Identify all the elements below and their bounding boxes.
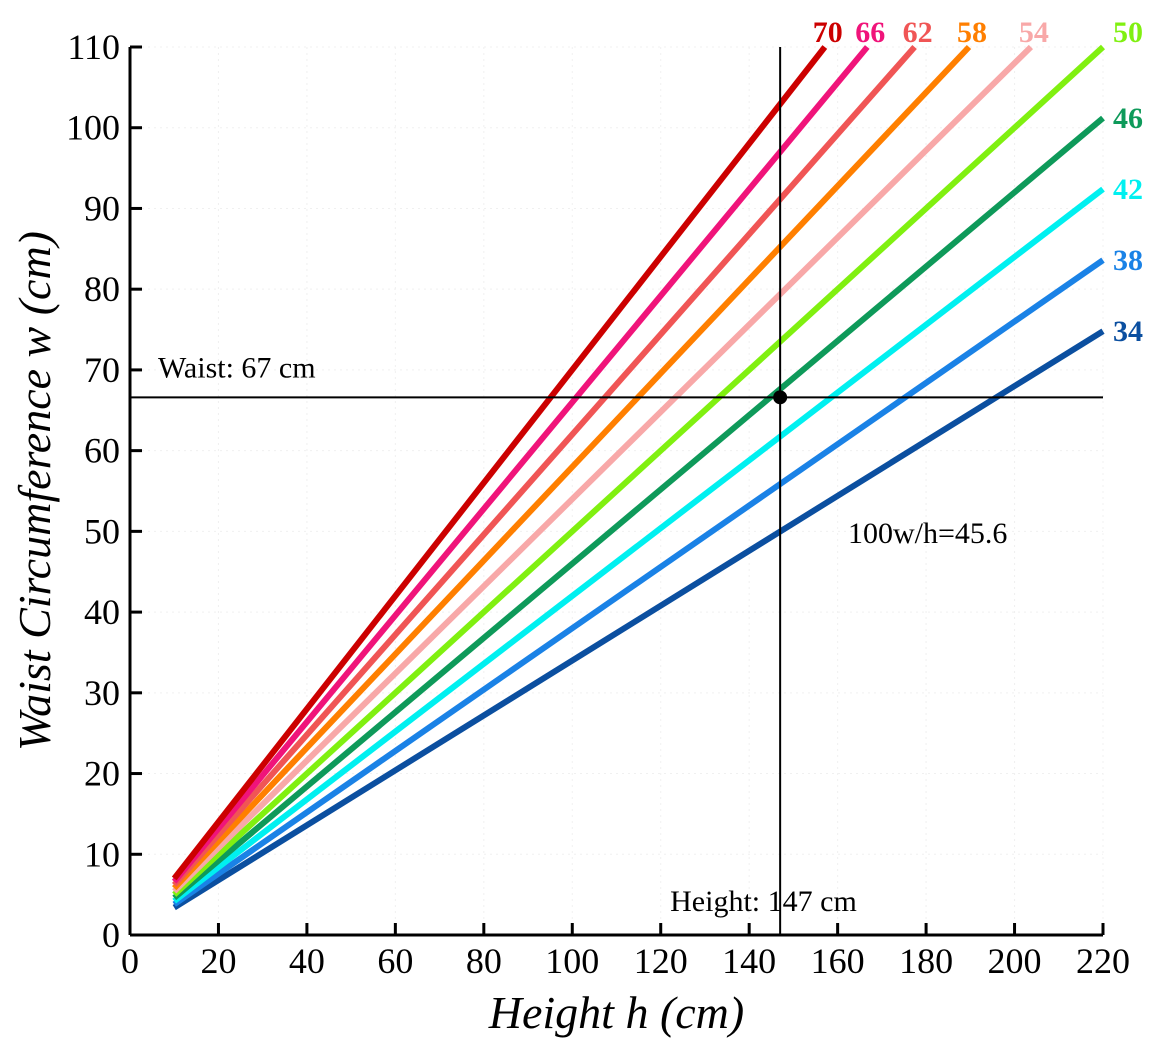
series-label-42: 42 bbox=[1113, 173, 1143, 206]
series-line-34 bbox=[172, 328, 1105, 911]
x-tick-label: 40 bbox=[289, 941, 325, 981]
y-tick-label: 100 bbox=[66, 108, 120, 148]
ratio-annotation: 100w/h=45.6 bbox=[848, 517, 1007, 550]
series-line-58 bbox=[172, 44, 972, 891]
series-line-38 bbox=[172, 257, 1105, 907]
y-tick-label: 30 bbox=[84, 673, 120, 713]
reference-point bbox=[773, 390, 788, 405]
series-label-46: 46 bbox=[1113, 102, 1143, 135]
x-tick-label: 80 bbox=[466, 941, 502, 981]
y-tick-label: 90 bbox=[84, 188, 120, 228]
series-label-34: 34 bbox=[1113, 315, 1143, 348]
x-tick-label: 60 bbox=[377, 941, 413, 981]
series-line-46 bbox=[172, 115, 1105, 901]
reference-lines bbox=[130, 47, 1103, 935]
y-tick-label: 20 bbox=[84, 754, 120, 794]
series-layer bbox=[171, 44, 1106, 911]
y-tick-label: 70 bbox=[84, 350, 120, 390]
series-label-50: 50 bbox=[1113, 16, 1143, 49]
axes bbox=[128, 47, 1103, 937]
x-axis-title: Height h (cm) bbox=[488, 987, 744, 1038]
y-tick-label: 0 bbox=[102, 915, 120, 955]
series-label-66: 66 bbox=[855, 16, 885, 49]
series-line-50 bbox=[172, 44, 1106, 897]
x-tick-label: 180 bbox=[899, 941, 953, 981]
x-tick-label: 140 bbox=[722, 941, 776, 981]
x-tick-label: 200 bbox=[988, 941, 1042, 981]
y-tick-label: 40 bbox=[84, 592, 120, 632]
x-tick-label: 160 bbox=[811, 941, 865, 981]
y-tick-label: 60 bbox=[84, 431, 120, 471]
x-tick-label: 0 bbox=[121, 941, 139, 981]
height-annotation: Height: 147 cm bbox=[670, 885, 857, 918]
series-labels: 34 38 42 46 50 54 58 62 66 70 bbox=[813, 16, 1143, 348]
series-label-38: 38 bbox=[1113, 244, 1143, 277]
series-label-62: 62 bbox=[903, 16, 933, 49]
series-line-66 bbox=[171, 45, 870, 884]
series-label-54: 54 bbox=[1019, 16, 1049, 49]
x-tick-label: 120 bbox=[634, 941, 688, 981]
series-line-42 bbox=[172, 186, 1105, 904]
y-tick-label: 10 bbox=[84, 834, 120, 874]
waist-annotation: Waist: 67 cm bbox=[158, 351, 316, 384]
series-label-70: 70 bbox=[813, 16, 843, 49]
y-tick-label: 80 bbox=[84, 269, 120, 309]
x-tick-label: 100 bbox=[545, 941, 599, 981]
series-line-62 bbox=[171, 45, 917, 887]
y-axis-title: Waist Circumference w (cm) bbox=[9, 231, 60, 751]
y-tick-label: 50 bbox=[84, 511, 120, 551]
grid-layer bbox=[130, 46, 1104, 935]
y-tick-label: 110 bbox=[67, 27, 120, 67]
series-label-58: 58 bbox=[957, 16, 987, 49]
ticks: 0 20 40 60 80 100 120 140 160 180 200 220 0 10 20 30 40 5… bbox=[66, 27, 1130, 981]
series-line-54 bbox=[172, 44, 1034, 894]
x-tick-label: 20 bbox=[200, 941, 236, 981]
series-line-70 bbox=[171, 45, 828, 881]
x-tick-label: 220 bbox=[1076, 941, 1130, 981]
